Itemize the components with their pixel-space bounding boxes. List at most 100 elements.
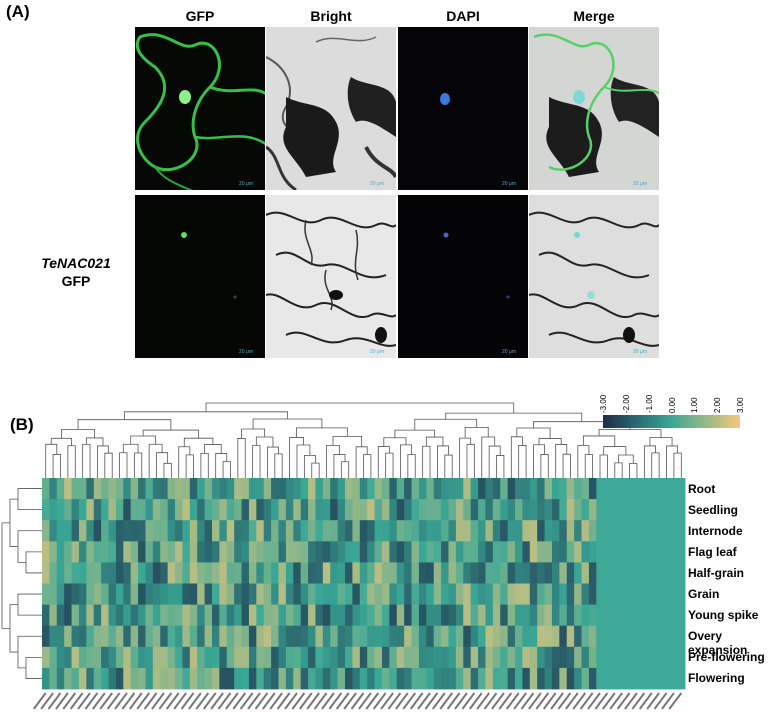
heatmap-cell [182,604,191,627]
heatmap-cell [463,646,472,669]
merge-image-tenac021: 20 μm [529,195,659,358]
heatmap-cell [175,604,183,627]
heatmap-cell [611,583,619,605]
column-dendrogram-branch [252,445,261,478]
column-dendrogram-branch [540,454,549,478]
column-dendrogram-branch [332,435,363,447]
heatmap-cell [93,541,102,563]
heatmap-cell [374,646,383,669]
heatmap-cell [293,562,302,584]
gene-label-mark [158,692,173,710]
heatmap-cell [160,583,169,605]
heatmap-cell [500,667,509,690]
heatmap-cell [322,583,331,605]
heatmap-cell [448,646,457,669]
heatmap-cell [566,604,575,627]
heatmap-cell [56,562,65,584]
heatmap-cell [226,520,235,542]
heatmap-cell [478,541,486,563]
heatmap-cell [71,520,80,542]
heatmap-cell [219,604,228,627]
heatmap-cell [160,646,169,669]
gene-label-mark [535,692,550,710]
heatmap-cell [300,604,309,627]
colorbar-tick-label: 3.00 [736,397,745,413]
heatmap-cell [529,604,538,627]
heatmap-cell [285,520,294,542]
heatmap-cell [64,562,72,584]
heatmap-cell [175,520,183,542]
heatmap-cell [640,520,649,542]
gene-label-mark [646,692,660,710]
heatmap-cell [271,562,279,584]
heatmap-cell [49,499,58,521]
heatmap-cell [49,625,58,648]
gene-label-mark [262,692,276,710]
heatmap-cell [515,478,523,500]
gene-label-mark [276,692,291,710]
heatmap-cell [130,646,139,669]
column-dendrogram-branch [296,444,311,478]
heatmap-cell [197,646,205,669]
heatmap-cell [175,625,183,648]
heatmap-cell [359,646,368,669]
heatmap-cell [411,541,420,563]
heatmap-cell [271,478,279,500]
column-dendrogram-branch [407,454,416,478]
gene-label-mark [284,692,298,710]
heatmap-cell [537,646,545,669]
heatmap-cell [330,646,339,669]
heatmap-cell [463,541,472,563]
heatmap-cell [625,520,634,542]
heatmap-cell [441,583,449,605]
gene-label-mark [247,692,261,710]
column-dendrogram-branch [333,454,346,478]
heatmap-cell [130,604,139,627]
heatmap-cell [670,667,679,690]
heatmap-cell [470,667,479,690]
heatmap-cell [492,562,501,584]
heatmap-cell [596,583,605,605]
gene-label-mark [32,692,47,710]
heatmap-cell [101,646,109,669]
heatmap-cell [101,604,109,627]
heatmap-cell [285,604,294,627]
heatmap-cell [500,562,509,584]
heatmap-cell [93,667,102,690]
heatmap-cell [145,562,154,584]
heatmap-cell [596,625,605,648]
heatmap-cell [396,604,405,627]
heatmap-cell [492,541,501,563]
heatmap-cell [175,646,183,669]
heatmap-cell [71,499,80,521]
heatmap-cell [115,667,124,690]
heatmap-cell [145,646,154,669]
heatmap-cell [315,541,324,563]
heatmap-cell [271,625,279,648]
heatmap-cell [418,667,427,690]
heatmap-cell [485,646,494,669]
heatmap-cell [448,583,457,605]
gene-label-mark [328,692,343,710]
heatmap-cell [529,646,538,669]
heatmap-cell [581,625,590,648]
heatmap-cell [322,520,331,542]
heatmap-cell [500,583,509,605]
heatmap-cell [167,667,176,690]
heatmap-cell [352,478,361,500]
heatmap-cell [308,646,316,669]
heatmap-cell [404,667,412,690]
heatmap-cell [359,604,368,627]
column-dendrogram-branch [133,452,143,478]
heatmap-cell [581,646,590,669]
heatmap-cell [367,499,375,521]
heatmap-cell [86,478,95,500]
heatmap-cell [529,562,538,584]
heatmap-cell [337,646,346,669]
heatmap-cell [640,625,649,648]
heatmap-cell [492,499,501,521]
heatmap-cell [411,499,420,521]
heatmap-cell [182,478,191,500]
heatmap-cell [677,478,686,500]
heatmap-cell [175,667,183,690]
